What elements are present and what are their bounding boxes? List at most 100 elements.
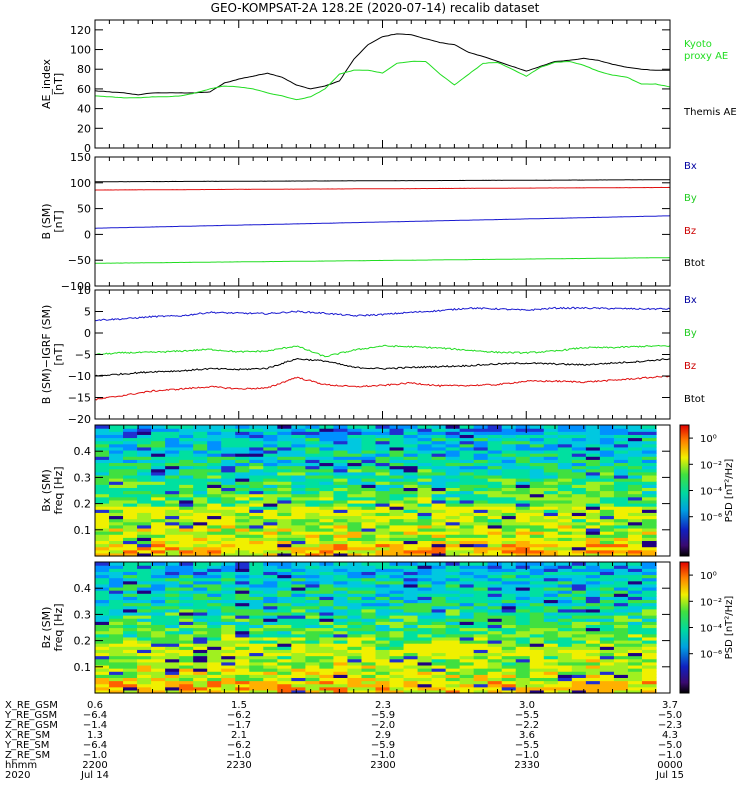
bz_spec-cell xyxy=(641,608,657,613)
bz_spec-cell xyxy=(641,649,657,654)
bz_spec-cell xyxy=(627,661,643,666)
bz_spec-cell xyxy=(501,574,517,579)
bx_spec-cell xyxy=(151,487,166,492)
bx_spec-cell xyxy=(599,540,615,545)
bz_spec-cell xyxy=(263,586,278,591)
bz_spec-cell xyxy=(389,668,405,672)
bz_spec-cell xyxy=(389,615,405,619)
bz_spec-cell xyxy=(431,580,447,585)
bx_spec-cell xyxy=(417,465,433,470)
ephemeris-cell: Jul 14 xyxy=(80,770,109,781)
bx_spec-cell xyxy=(347,490,363,495)
bx_spec-cell xyxy=(109,531,124,535)
bz_spec-cell xyxy=(137,577,152,582)
bx_spec-cell xyxy=(417,434,433,439)
bz_spec-cell xyxy=(319,680,335,685)
bz_spec-cell xyxy=(347,680,363,685)
bx_spec-cell xyxy=(137,524,152,529)
bz_spec-cell xyxy=(123,590,138,594)
bx_spec-cell xyxy=(627,440,643,445)
bx_spec-cell xyxy=(543,478,559,482)
bx_spec-cell xyxy=(179,481,194,485)
bz_spec-cell xyxy=(291,658,306,663)
bz_spec-cell xyxy=(123,583,138,588)
bx_spec-cell xyxy=(445,506,461,510)
bz_spec-cell xyxy=(165,646,180,650)
bz_spec-cell xyxy=(445,618,461,622)
bz_spec-cell xyxy=(165,639,180,644)
bx_spec-cell xyxy=(571,431,587,435)
bz_spec-cell xyxy=(179,636,194,641)
bz_spec-cell xyxy=(501,655,517,660)
bz_spec-cell xyxy=(403,599,419,604)
bx_spec-cell xyxy=(431,534,447,538)
ephemeris-cell: Jul 15 xyxy=(655,770,684,781)
bz_spec-cell xyxy=(319,655,335,660)
bx_spec-cell xyxy=(599,443,615,448)
bz_spec-cell xyxy=(487,596,503,601)
bx_spec-cell xyxy=(459,490,475,495)
bx_spec-cell xyxy=(487,487,503,492)
bx_spec-cell xyxy=(193,437,208,442)
bx_spec-cell xyxy=(263,425,278,429)
bx_spec-cell xyxy=(487,531,503,535)
bx_spec-cell xyxy=(613,431,629,435)
bz_spec-cell xyxy=(263,583,278,588)
bx_spec-cell xyxy=(263,521,278,526)
ephemeris-cell: 0.6 xyxy=(87,700,103,711)
bx_spec-cell xyxy=(361,506,377,510)
bx_spec-cell xyxy=(515,471,531,476)
bx_spec-cell xyxy=(613,434,629,439)
bx_spec-cell xyxy=(403,527,419,532)
bz_spec-cell xyxy=(207,677,222,682)
bx_spec-cell xyxy=(641,512,657,517)
bz_spec-cell xyxy=(459,668,475,672)
bz_spec-cell xyxy=(109,586,124,591)
bz_spec-cell xyxy=(95,630,110,635)
bz_spec-cell xyxy=(599,627,615,632)
bz_spec-cell xyxy=(529,577,545,582)
bz_spec-cell xyxy=(613,571,629,576)
bz_spec-cell xyxy=(347,593,363,597)
bz_spec-cell xyxy=(599,689,615,694)
bz_spec-cell xyxy=(487,658,503,663)
bz_spec-cell xyxy=(417,683,433,688)
bx_spec-cell xyxy=(501,443,517,448)
bz_spec-cell xyxy=(389,658,405,663)
bz_spec-cell xyxy=(543,646,559,650)
bx_spec-cell xyxy=(263,465,278,470)
bz_spec-cell xyxy=(389,627,405,632)
ephemeris-row-label: Z_RE_GSM xyxy=(5,720,58,731)
bx_spec-cell xyxy=(291,506,306,510)
bz_spec-cell xyxy=(487,680,503,685)
bx_spec-cell xyxy=(193,487,208,492)
bz_spec-cell xyxy=(473,639,489,644)
ephemeris-cell: −5.5 xyxy=(515,740,539,751)
bz_spec-cell xyxy=(319,602,335,607)
bx_spec-cell xyxy=(515,474,531,479)
bx_spec-cell xyxy=(165,512,180,517)
bx_spec-cell xyxy=(431,521,447,526)
bx_spec-cell xyxy=(291,527,306,532)
bz_spec-cell xyxy=(599,565,615,569)
bx_spec-cell xyxy=(347,471,363,476)
bx_spec-cell xyxy=(599,515,615,520)
bz_spec-cell xyxy=(613,664,629,669)
bz_spec-cell xyxy=(627,580,643,585)
bx_spec-cell xyxy=(445,484,461,488)
bx_spec-cell xyxy=(515,468,531,473)
bx_spec-cell xyxy=(627,443,643,448)
bz_spec-cell xyxy=(431,652,447,657)
bx_spec-cell xyxy=(557,546,573,551)
bz_spec-cell xyxy=(487,655,503,660)
bx_spec-cell xyxy=(109,446,124,451)
bz_spec-cell xyxy=(277,674,292,679)
bx_spec-cell xyxy=(291,509,306,513)
bz_spec-cell xyxy=(165,680,180,685)
bz_spec-cell xyxy=(235,571,250,576)
bx_spec-cell xyxy=(375,493,391,498)
bx_spec-cell xyxy=(613,468,629,473)
bx_spec-cell xyxy=(627,534,643,538)
bx_spec-cell xyxy=(249,552,264,557)
bx_spec-cell xyxy=(543,440,559,445)
